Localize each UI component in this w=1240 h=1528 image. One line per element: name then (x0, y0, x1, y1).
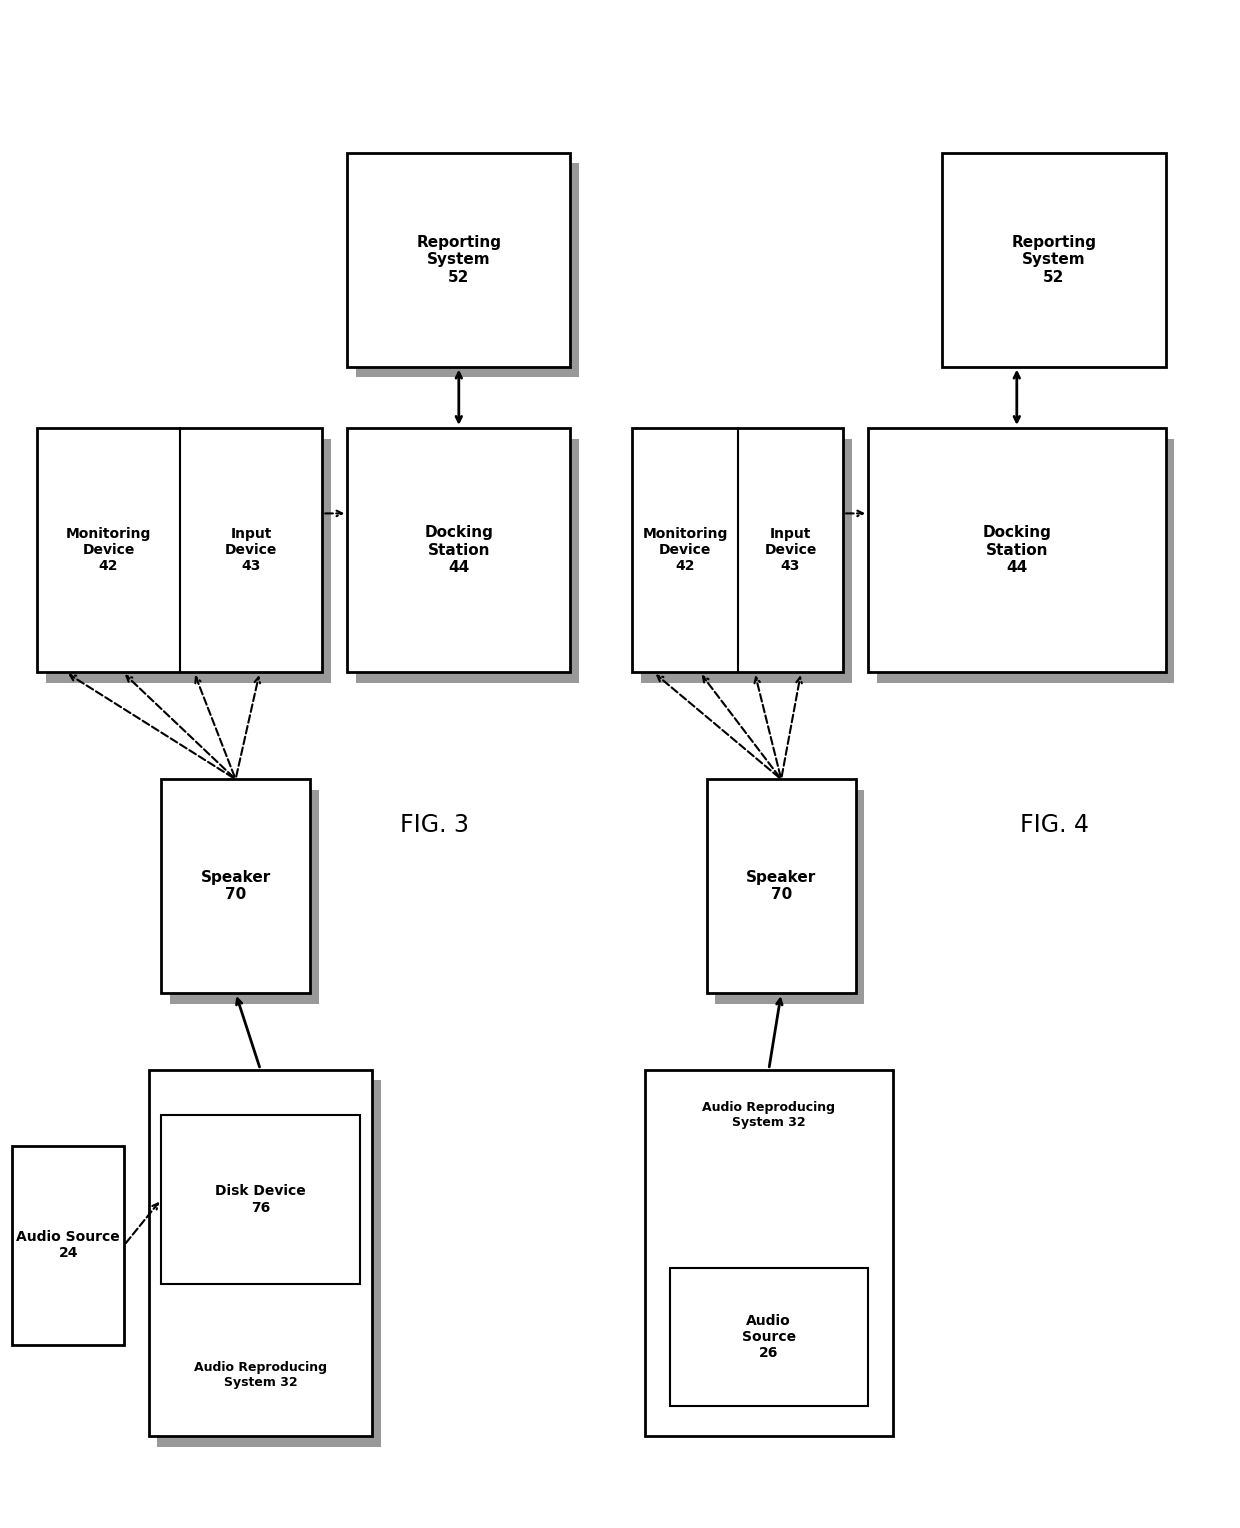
Bar (161, 1115, 360, 1284)
Text: Monitoring
Device
42: Monitoring Device 42 (642, 527, 728, 573)
Bar (632, 428, 843, 672)
Text: Disk Device
76: Disk Device 76 (215, 1184, 306, 1215)
Bar (877, 439, 1174, 683)
Bar (356, 439, 579, 683)
Text: Reporting
System
52: Reporting System 52 (417, 235, 501, 284)
Bar (46, 439, 331, 683)
Bar (670, 1268, 868, 1406)
Bar (707, 779, 856, 993)
Text: Reporting
System
52: Reporting System 52 (1012, 235, 1096, 284)
Bar (37, 428, 322, 672)
Bar (645, 1070, 893, 1436)
Text: Audio Reproducing
System 32: Audio Reproducing System 32 (193, 1361, 327, 1389)
Bar (12, 1146, 124, 1345)
Text: Monitoring
Device
42: Monitoring Device 42 (66, 527, 151, 573)
Text: Speaker
70: Speaker 70 (746, 869, 816, 903)
Text: Input
Device
43: Input Device 43 (224, 527, 278, 573)
Bar (868, 428, 1166, 672)
Bar (170, 790, 319, 1004)
Text: FIG. 4: FIG. 4 (1019, 813, 1089, 837)
Bar (347, 153, 570, 367)
Bar (942, 153, 1166, 367)
Text: Speaker
70: Speaker 70 (201, 869, 270, 903)
Bar (157, 1080, 381, 1447)
Bar (641, 439, 852, 683)
Bar (161, 779, 310, 993)
Bar (356, 163, 579, 377)
Text: Docking
Station
44: Docking Station 44 (982, 526, 1052, 575)
Text: Docking
Station
44: Docking Station 44 (424, 526, 494, 575)
Bar (678, 1279, 877, 1416)
Bar (347, 428, 570, 672)
Bar (715, 790, 864, 1004)
Text: Audio
Source
26: Audio Source 26 (742, 1314, 796, 1360)
Bar (149, 1070, 372, 1436)
Text: Audio Source
24: Audio Source 24 (16, 1230, 120, 1261)
Text: FIG. 3: FIG. 3 (399, 813, 469, 837)
Text: Audio Reproducing
System 32: Audio Reproducing System 32 (702, 1102, 836, 1129)
Text: Input
Device
43: Input Device 43 (764, 527, 817, 573)
